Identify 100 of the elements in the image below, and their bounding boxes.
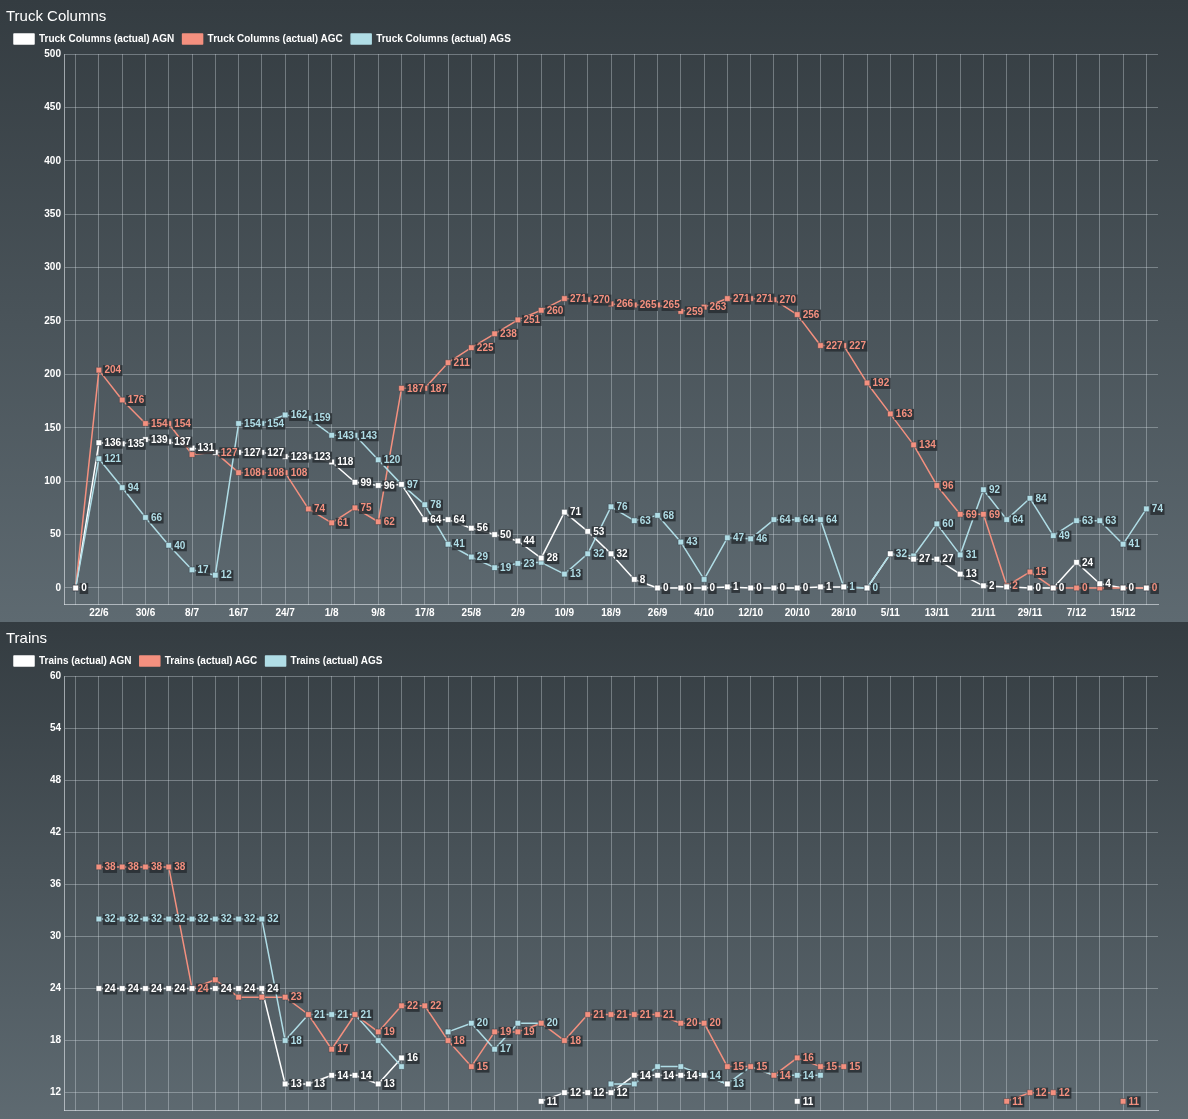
data-label: 4 (1105, 577, 1112, 589)
y-tick-label: 250 (44, 314, 62, 326)
data-label: 162 (290, 409, 308, 421)
data-label: 24 (244, 982, 256, 994)
data-label: 32 (244, 913, 256, 925)
data-label: 32 (197, 913, 210, 925)
data-label: 15 (732, 1060, 745, 1072)
data-label: 265 (639, 299, 657, 311)
data-label: 127 (220, 446, 238, 458)
data-label: 12 (569, 1086, 582, 1098)
data-label: 0 (1082, 582, 1089, 594)
data-label: 24 (1082, 556, 1094, 568)
data-label: 24 (174, 982, 186, 994)
x-tick-label: 21/11 (971, 606, 997, 618)
data-label: 24 (197, 982, 210, 994)
data-label: 32 (174, 913, 186, 925)
x-tick-label: 25/8 (461, 606, 482, 618)
data-label: 23 (290, 991, 303, 1003)
data-label: 21 (313, 1008, 326, 1020)
y-tick-label: 30 (49, 930, 62, 942)
data-label: 24 (127, 982, 140, 994)
legend-label: Truck Columns (actual) AGS (376, 32, 512, 44)
data-label: 108 (244, 466, 262, 478)
data-label: 14 (709, 1069, 722, 1081)
data-label: 16 (802, 1052, 815, 1064)
data-label: 0 (1151, 582, 1158, 594)
data-label: 0 (802, 582, 809, 594)
y-tick-label: 350 (44, 207, 62, 219)
data-label: 15 (849, 1060, 861, 1072)
data-label: 266 (616, 298, 634, 310)
y-tick-label: 100 (44, 474, 62, 486)
x-tick-label: 12/10 (738, 606, 764, 618)
data-label: 46 (756, 533, 768, 545)
data-label: 11 (1012, 1095, 1024, 1107)
data-label: 19 (500, 1026, 512, 1038)
y-tick-label: 200 (44, 368, 62, 380)
data-label: 27 (942, 553, 954, 565)
data-label: 12 (1058, 1086, 1071, 1098)
data-label: 22 (407, 1000, 419, 1012)
data-label: 271 (569, 292, 588, 304)
data-label: 41 (1128, 538, 1141, 550)
y-tick-label: 500 (44, 47, 62, 59)
data-label: 62 (383, 516, 396, 528)
data-label: 20 (709, 1017, 722, 1029)
data-label: 227 (825, 339, 844, 351)
data-label: 13 (965, 568, 978, 580)
x-tick-label: 4/10 (694, 606, 715, 618)
data-label: 13 (313, 1078, 326, 1090)
data-label: 131 (197, 442, 215, 454)
data-label: 154 (244, 417, 262, 429)
data-label: 41 (453, 538, 466, 550)
data-label: 21 (593, 1008, 605, 1020)
data-label: 43 (686, 536, 698, 548)
data-label: 21 (360, 1008, 373, 1020)
x-tick-label: 13/11 (924, 606, 950, 618)
data-label: 127 (244, 446, 262, 458)
y-tick-label: 42 (49, 825, 62, 837)
data-label: 13 (290, 1078, 303, 1090)
data-label: 21 (337, 1008, 349, 1020)
data-label: 17 (500, 1043, 512, 1055)
data-label: 204 (104, 364, 122, 376)
y-tick-label: 400 (44, 154, 62, 166)
y-tick-label: 50 (49, 528, 62, 540)
data-label: 14 (639, 1069, 652, 1081)
data-label: 19 (383, 1026, 396, 1038)
data-label: 38 (127, 861, 140, 873)
data-label: 1 (732, 581, 739, 593)
data-label: 15 (756, 1060, 768, 1072)
data-label: 32 (150, 913, 163, 925)
data-label: 13 (732, 1078, 745, 1090)
x-tick-label: 24/7 (275, 606, 296, 618)
data-label: 22 (430, 1000, 442, 1012)
data-label: 123 (290, 450, 308, 462)
data-label: 24 (104, 982, 116, 994)
data-label: 8 (639, 573, 646, 585)
data-label: 74 (313, 503, 326, 515)
data-label: 18 (290, 1034, 303, 1046)
legend-label: Trains (actual) AGC (164, 654, 258, 666)
data-label: 134 (919, 439, 937, 451)
data-label: 12 (616, 1086, 629, 1098)
data-label: 11 (802, 1095, 814, 1107)
data-label: 17 (197, 564, 210, 576)
data-label: 97 (407, 478, 419, 490)
data-label: 154 (267, 417, 285, 429)
data-label: 23 (523, 557, 535, 569)
data-label: 20 (476, 1017, 489, 1029)
data-label: 13 (569, 568, 582, 580)
data-label: 38 (150, 861, 163, 873)
data-label: 15 (1035, 566, 1048, 578)
data-label: 49 (1058, 529, 1071, 541)
data-label: 143 (360, 429, 378, 441)
data-label: 0 (709, 582, 716, 594)
y-tick-label: 450 (44, 101, 62, 113)
data-label: 12 (593, 1086, 605, 1098)
data-label: 19 (500, 561, 512, 573)
data-label: 137 (174, 435, 192, 447)
data-label: 32 (593, 548, 605, 560)
data-label: 163 (895, 408, 913, 420)
data-label: 14 (802, 1069, 815, 1081)
data-label: 0 (872, 582, 879, 594)
